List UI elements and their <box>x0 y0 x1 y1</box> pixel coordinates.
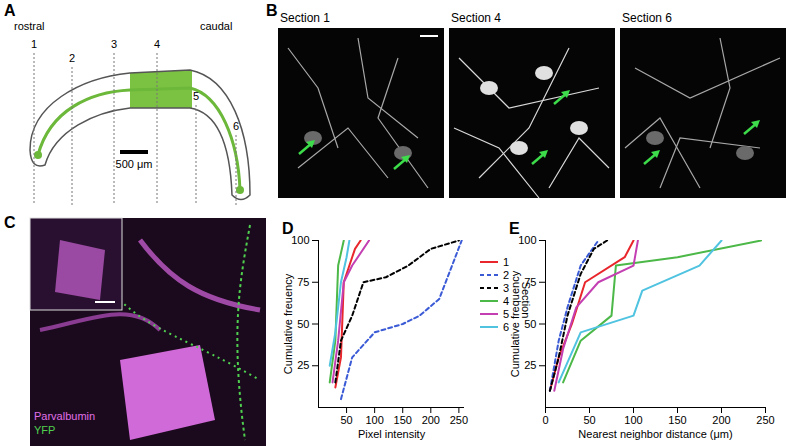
svg-text:1: 1 <box>31 38 37 50</box>
svg-text:D: D <box>282 220 294 237</box>
svg-text:1: 1 <box>503 256 509 268</box>
svg-text:100: 100 <box>291 234 309 246</box>
svg-text:rostral: rostral <box>14 20 45 32</box>
svg-text:Section: Section <box>520 281 532 319</box>
svg-text:2: 2 <box>503 269 509 281</box>
svg-text:3: 3 <box>503 282 509 294</box>
svg-text:200: 200 <box>422 414 440 426</box>
svg-text:Cumulative frequency: Cumulative frequency <box>509 270 521 377</box>
svg-text:3: 3 <box>111 38 117 50</box>
svg-text:2: 2 <box>69 52 75 64</box>
svg-text:Section 4: Section 4 <box>451 11 501 25</box>
svg-text:200: 200 <box>712 414 730 426</box>
svg-text:100: 100 <box>518 234 536 246</box>
svg-text:B: B <box>266 2 278 19</box>
svg-text:caudal: caudal <box>200 20 232 32</box>
svg-text:150: 150 <box>394 414 412 426</box>
svg-text:150: 150 <box>668 414 686 426</box>
svg-text:50: 50 <box>340 414 352 426</box>
svg-text:Parvalbumin: Parvalbumin <box>34 410 95 422</box>
svg-text:4: 4 <box>503 295 509 307</box>
svg-text:100: 100 <box>624 414 642 426</box>
svg-text:A: A <box>4 2 16 19</box>
svg-text:75: 75 <box>524 276 536 288</box>
svg-text:6: 6 <box>233 120 239 132</box>
svg-text:4: 4 <box>154 38 160 50</box>
svg-text:75: 75 <box>297 276 309 288</box>
svg-text:6: 6 <box>503 321 509 333</box>
svg-text:Section 1: Section 1 <box>280 11 330 25</box>
svg-text:YFP: YFP <box>34 424 55 436</box>
svg-text:50: 50 <box>524 318 536 330</box>
svg-text:E: E <box>509 220 520 237</box>
svg-text:Cumulative freuency: Cumulative freuency <box>282 273 294 374</box>
svg-text:25: 25 <box>297 359 309 371</box>
svg-text:250: 250 <box>756 414 774 426</box>
svg-text:500 μm: 500 μm <box>116 158 153 170</box>
svg-text:50: 50 <box>583 414 595 426</box>
svg-text:100: 100 <box>365 414 383 426</box>
svg-text:0: 0 <box>542 414 548 426</box>
svg-text:50: 50 <box>297 318 309 330</box>
svg-text:25: 25 <box>524 359 536 371</box>
svg-text:5: 5 <box>193 90 199 102</box>
svg-text:Section 6: Section 6 <box>622 11 672 25</box>
svg-text:Pixel intensity: Pixel intensity <box>358 428 426 440</box>
svg-text:250: 250 <box>450 414 468 426</box>
svg-text:C: C <box>4 214 16 231</box>
svg-text:5: 5 <box>503 308 509 320</box>
svg-text:Nearest neighbor distance (μm): Nearest neighbor distance (μm) <box>578 428 732 440</box>
